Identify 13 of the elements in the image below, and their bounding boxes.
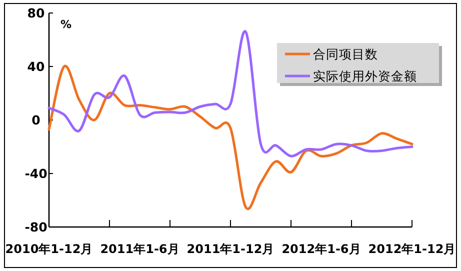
legend-label: 合同项目数 [313, 46, 378, 62]
x-tick-label: 2011年1-12月 [186, 242, 274, 256]
y-axis-title: % [60, 18, 72, 31]
y-tick-label: 40 [27, 59, 45, 74]
x-tick-label: 2011年1-6月 [100, 242, 180, 256]
legend-label: 实际使用外资金额 [313, 68, 417, 84]
x-tick-label: 2012年1-12月 [368, 242, 456, 256]
x-tick-label: 2012年1-6月 [282, 242, 361, 256]
y-tick-label: -40 [24, 166, 48, 181]
y-tick-label: -80 [24, 220, 48, 234]
y-tick-label: 0 [32, 112, 41, 128]
x-tick-label: 2010年1-12月 [5, 242, 93, 256]
y-tick-label: 80 [27, 6, 45, 20]
